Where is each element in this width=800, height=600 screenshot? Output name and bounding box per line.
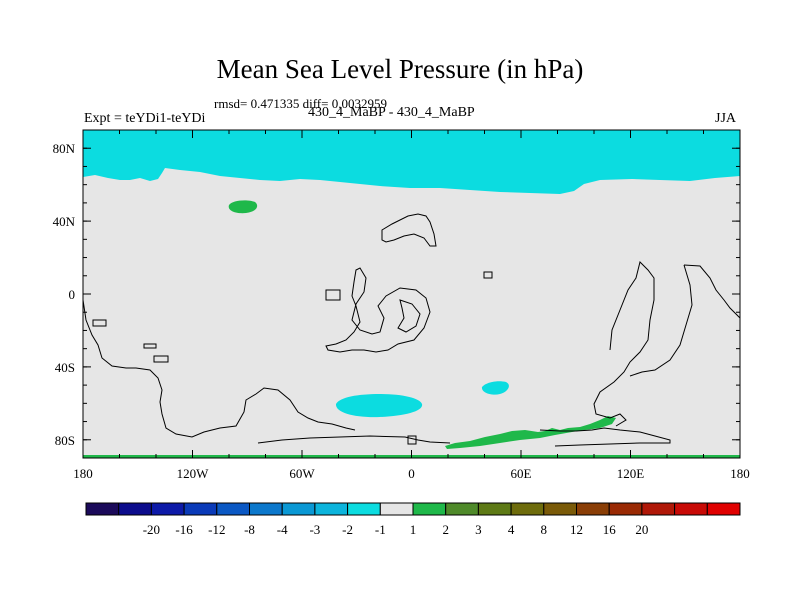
season-label: JJA <box>715 111 737 126</box>
colorbar-label: -3 <box>309 522 320 537</box>
colorbar-label: -12 <box>208 522 225 537</box>
y-tick-label: 80N <box>53 141 76 156</box>
stats-line: rmsd= 0.471335 diff= 0.0032959 <box>214 96 387 111</box>
x-tick-label: 60W <box>289 466 315 481</box>
colorbar-swatch <box>576 502 610 516</box>
colorbar-swatch <box>347 502 381 516</box>
south-atlantic-negative-patch <box>335 394 423 418</box>
north-pacific-positive-patch <box>228 200 258 214</box>
x-tick-label: 120W <box>177 466 210 481</box>
colorbar-label: -20 <box>143 522 160 537</box>
continent-outlines <box>82 213 741 447</box>
x-tick-label: 120E <box>617 466 645 481</box>
colorbar-swatch <box>445 502 479 516</box>
coastline-south-america <box>82 299 356 438</box>
coastline-antarctica-west <box>257 435 451 444</box>
colorbar-swatch <box>216 502 251 516</box>
x-tick-label: 180 <box>73 466 93 481</box>
y-tick-label: 80S <box>55 433 75 448</box>
chart-title: Mean Sea Level Pressure (in hPa) <box>216 54 584 84</box>
coastline-australia-east <box>683 264 741 319</box>
antarctic-positive-band <box>445 416 616 449</box>
colorbar-label: 1 <box>410 522 417 537</box>
colorbar-label: 12 <box>570 522 583 537</box>
colorbar-label: 2 <box>442 522 449 537</box>
colorbar-label: -4 <box>277 522 288 537</box>
coastline-australia-interior <box>629 264 693 377</box>
experiment-label: Expt = teYDi1-teYDi <box>84 111 206 126</box>
coastline-central-island <box>325 267 431 353</box>
y-tick-label: 40S <box>55 360 75 375</box>
colorbar-swatch <box>641 502 676 516</box>
coastline-antarctica-east <box>539 427 671 447</box>
colorbar-swatch <box>706 502 741 516</box>
colorbar-label: 4 <box>508 522 515 537</box>
colorbar-swatch <box>314 502 349 516</box>
coastline-small-islands <box>92 271 493 363</box>
arctic-negative-band <box>83 130 740 194</box>
x-tick-label: 180 <box>730 466 750 481</box>
colorbar-swatch <box>379 502 414 516</box>
colorbar-swatch <box>249 502 283 516</box>
coastline-australia-west <box>593 261 655 427</box>
colorbar-swatch <box>412 502 447 516</box>
coastline-antarctica-peninsula <box>407 435 417 445</box>
colorbar-swatch <box>674 502 708 516</box>
colorbar-swatch <box>477 502 512 516</box>
colorbar-swatch <box>85 502 120 516</box>
colorbar-label: -1 <box>375 522 386 537</box>
colorbar-label: 3 <box>475 522 482 537</box>
y-tick-label: 0 <box>69 287 76 302</box>
colorbar-swatch <box>510 502 545 516</box>
colorbar-label: -16 <box>175 522 193 537</box>
colorbar-swatch <box>281 502 316 516</box>
x-tick-label: 60E <box>511 466 532 481</box>
colorbar-label: 16 <box>603 522 617 537</box>
colorbar-swatch <box>183 502 218 516</box>
y-tick-label: 40N <box>53 214 76 229</box>
colorbar-label: 8 <box>541 522 548 537</box>
colorbar-label: 20 <box>635 522 648 537</box>
colorbar-swatch <box>150 502 185 516</box>
colorbar-label: -8 <box>244 522 255 537</box>
colorbar-swatch <box>608 502 643 516</box>
comparison-label: 430_4_MaBP - 430_4_MaBP <box>308 105 475 120</box>
coastline-central-bay <box>397 299 421 333</box>
coastline-north-landmass <box>381 213 437 247</box>
colorbar-swatch <box>543 502 577 516</box>
south-indian-negative-patch <box>481 381 509 395</box>
x-tick-label: 0 <box>408 466 415 481</box>
colorbar-swatch <box>118 502 152 516</box>
colorbar-label: -2 <box>342 522 353 537</box>
